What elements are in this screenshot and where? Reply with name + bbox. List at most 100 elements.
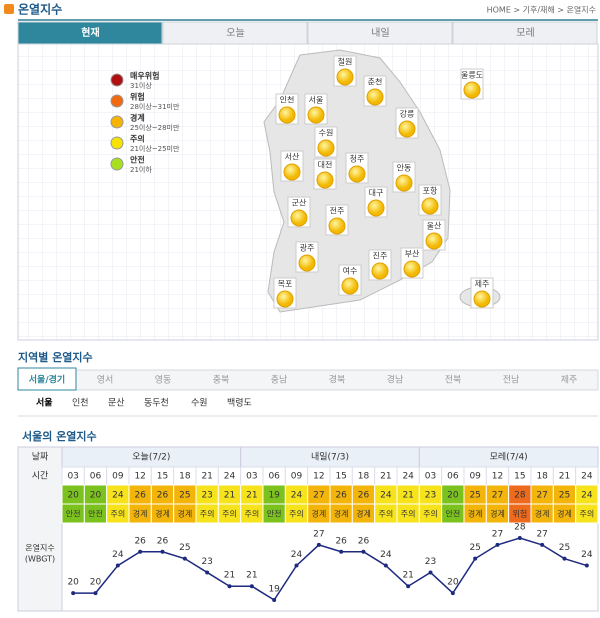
city-label[interactable]: 인천 — [280, 95, 295, 105]
region-tab[interactable]: 경남 — [387, 374, 404, 386]
station[interactable]: 서울 — [36, 397, 53, 409]
city-icon[interactable] — [463, 81, 481, 99]
city-label[interactable]: 군산 — [292, 198, 307, 208]
tab[interactable] — [162, 21, 308, 45]
value-label: 27 — [536, 491, 547, 501]
level-cell — [575, 503, 599, 524]
tab[interactable] — [307, 21, 453, 45]
city-label[interactable]: 전주 — [330, 206, 345, 216]
region-tab[interactable]: 영서 — [97, 375, 114, 386]
city-icon[interactable] — [348, 165, 366, 183]
city-label[interactable]: 목포 — [278, 280, 293, 289]
row-label: 시간 — [32, 471, 49, 482]
region-tab[interactable]: 제주 — [561, 375, 578, 386]
region-tab[interactable]: 충북 — [213, 375, 230, 386]
city-label[interactable]: 여수 — [343, 266, 358, 276]
city-label[interactable]: 수원 — [319, 129, 334, 138]
wbgt-point — [406, 584, 411, 589]
city-label[interactable]: 청주 — [350, 155, 365, 164]
station[interactable]: 동두천 — [144, 398, 169, 409]
station[interactable]: 문산 — [108, 398, 125, 409]
wbgt-point — [249, 584, 254, 589]
city-icon[interactable] — [421, 197, 439, 215]
city-label[interactable]: 포항 — [423, 187, 438, 196]
city-icon[interactable] — [276, 290, 294, 308]
value-label: 26 — [134, 491, 146, 501]
city-label[interactable]: 대전 — [318, 160, 333, 170]
city-icon[interactable] — [283, 163, 301, 181]
hour-label: 15 — [157, 472, 168, 482]
city-icon[interactable] — [473, 290, 491, 308]
city-icon[interactable] — [336, 68, 354, 86]
region-tab[interactable]: 경북 — [329, 374, 346, 386]
city-icon[interactable] — [328, 217, 346, 235]
hour-label: 12 — [313, 472, 324, 482]
city-icon[interactable] — [316, 171, 334, 189]
value-label: 19 — [268, 491, 280, 501]
city-label[interactable]: 광주 — [300, 243, 315, 253]
city-icon[interactable] — [307, 106, 325, 124]
city-icon[interactable] — [425, 232, 443, 250]
region-tab[interactable]: 전북 — [445, 375, 462, 386]
station[interactable]: 백령도 — [227, 397, 252, 409]
hour-label: 21 — [201, 472, 212, 482]
level-label: 경계 — [177, 509, 192, 519]
hour-label: 06 — [268, 472, 280, 482]
wbgt-point — [93, 591, 98, 596]
region-tab-active[interactable] — [17, 367, 77, 391]
city-label[interactable]: 서산 — [285, 152, 300, 162]
city-label[interactable]: 진주 — [373, 251, 388, 261]
wbgt-point — [450, 591, 455, 596]
city-label[interactable]: 대구 — [369, 189, 384, 198]
city-label[interactable]: 안동 — [397, 163, 412, 173]
city-label[interactable]: 부산 — [405, 249, 420, 259]
region-tab[interactable]: 영동 — [155, 375, 172, 386]
city-icon[interactable] — [398, 120, 416, 138]
city-icon[interactable] — [278, 106, 296, 124]
city-label[interactable]: 제주 — [475, 280, 490, 289]
tab[interactable] — [452, 21, 598, 45]
wbgt-line — [73, 537, 588, 602]
chart-value-label: 23 — [201, 557, 212, 567]
value-label: 24 — [581, 491, 593, 501]
station[interactable]: 수원 — [191, 398, 208, 409]
hour-label: 18 — [179, 472, 191, 482]
region-tab[interactable]: 충남 — [271, 375, 288, 386]
level-label: 주의 — [401, 509, 416, 519]
station[interactable]: 인천 — [72, 398, 89, 409]
row-label: (WBGT) — [25, 555, 55, 564]
tab-label[interactable]: 오늘 — [226, 27, 244, 39]
city-label[interactable]: 강릉 — [400, 109, 415, 119]
chart-value-label: 24 — [291, 550, 303, 560]
tab-label[interactable]: 현재 — [81, 26, 99, 39]
city-icon[interactable] — [317, 139, 335, 157]
city-label[interactable]: 울릉도 — [461, 71, 483, 80]
tab[interactable] — [17, 21, 163, 45]
city-icon[interactable] — [403, 260, 421, 278]
tab-label[interactable]: 모레 — [516, 27, 534, 39]
legend-range: 21이상~25미만 — [130, 144, 180, 153]
wbgt-point — [428, 570, 433, 575]
chart-value-label: 20 — [67, 578, 79, 588]
hour-label: 09 — [112, 472, 124, 482]
chart-value-label: 26 — [157, 536, 169, 546]
city-icon[interactable] — [395, 174, 413, 192]
tab-label[interactable]: 내일 — [371, 27, 389, 39]
chart-value-label: 26 — [335, 536, 347, 546]
region-tab[interactable]: 전남 — [503, 375, 520, 386]
city-label[interactable]: 춘천 — [368, 77, 383, 87]
city-icon[interactable] — [290, 209, 308, 227]
city-label[interactable]: 서울 — [309, 96, 324, 105]
city-icon[interactable] — [366, 88, 384, 106]
city-label[interactable]: 울산 — [427, 221, 442, 231]
region-tab[interactable]: 서울/경기 — [29, 374, 65, 386]
city-icon[interactable] — [341, 277, 359, 295]
city-label[interactable]: 철원 — [338, 57, 353, 67]
city-icon[interactable] — [367, 199, 385, 217]
level-label: 주의 — [222, 509, 237, 519]
city-icon[interactable] — [371, 262, 389, 280]
city-icon[interactable] — [298, 254, 316, 272]
chart-value-label: 26 — [358, 536, 370, 546]
legend-label: 경계 — [130, 113, 145, 123]
wbgt-point — [562, 556, 567, 561]
